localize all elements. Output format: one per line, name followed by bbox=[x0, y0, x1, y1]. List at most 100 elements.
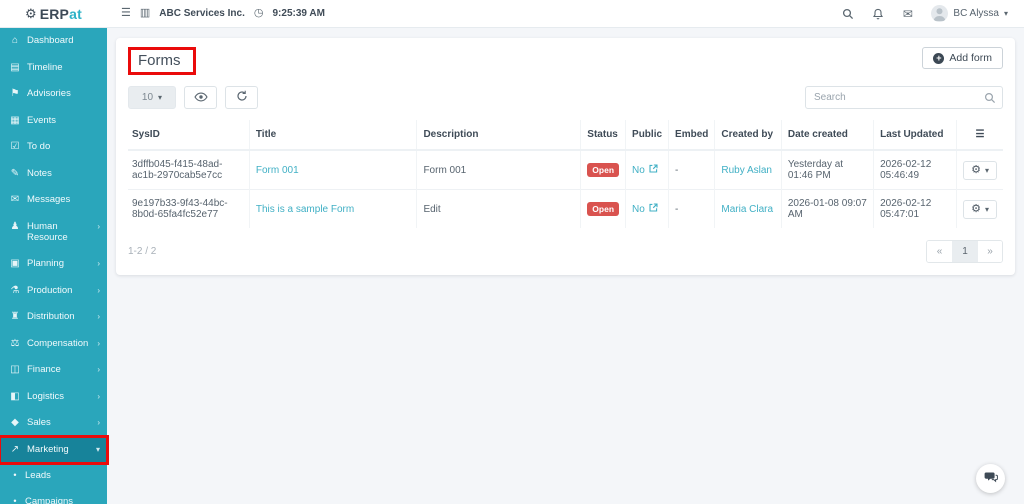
sidebar-item-label: Marketing bbox=[27, 443, 69, 455]
cell-embed: - bbox=[668, 189, 715, 228]
finance-icon: ◫ bbox=[10, 364, 20, 376]
sidebar-item-logistics[interactable]: ◧ Logistics › bbox=[0, 384, 107, 411]
form-title-link[interactable]: This is a sample Form bbox=[255, 203, 355, 215]
sidebar-item-notes[interactable]: ✎ Notes bbox=[0, 161, 107, 188]
topbar: ⚙ ERPat ☰ ▥ ABC Services Inc. ◷ 9:25:39 … bbox=[0, 0, 1024, 28]
sidebar-item-label: Dashboard bbox=[27, 35, 74, 46]
sidebar-item-distribution[interactable]: ♜ Distribution › bbox=[0, 304, 107, 331]
col-header-embed[interactable]: Embed bbox=[668, 120, 715, 151]
created-by-link[interactable]: Ruby Aslan bbox=[721, 164, 772, 176]
external-link-icon[interactable] bbox=[649, 164, 658, 176]
sidebar-item-dashboard[interactable]: ⌂ Dashboard bbox=[0, 28, 107, 55]
sidebar-item-todo[interactable]: ☑ To do bbox=[0, 134, 107, 161]
bullet-icon: • bbox=[13, 496, 17, 504]
gears-icon: ⚙ bbox=[971, 202, 981, 215]
notes-icon: ✎ bbox=[10, 167, 20, 179]
refresh-icon bbox=[236, 90, 248, 105]
col-header-public[interactable]: Public bbox=[625, 120, 669, 151]
sidebar-item-events[interactable]: ▦ Events bbox=[0, 108, 107, 135]
col-header-date-created[interactable]: Date created bbox=[780, 120, 874, 151]
logo-text-primary: ERP bbox=[39, 5, 70, 22]
notifications-bell-icon[interactable] bbox=[871, 7, 884, 20]
add-form-button[interactable]: + Add form bbox=[922, 47, 1003, 69]
sidebar-item-label: Timeline bbox=[27, 61, 63, 73]
sidebar-toggle-icon[interactable]: ☰ bbox=[121, 7, 131, 19]
sidebar-item-finance[interactable]: ◫ Finance › bbox=[0, 357, 107, 384]
external-link-icon[interactable] bbox=[649, 203, 658, 215]
forms-table: SysID Title Description Status Public Em… bbox=[128, 120, 1003, 228]
columns-menu-icon[interactable]: ☰ bbox=[956, 120, 1003, 151]
sidebar-item-leads[interactable]: • Leads bbox=[0, 463, 107, 489]
created-by-link[interactable]: Maria Clara bbox=[721, 203, 774, 215]
refresh-button[interactable] bbox=[225, 86, 258, 109]
sidebar-item-label: Human Resource bbox=[27, 220, 68, 244]
public-link[interactable]: No bbox=[632, 203, 645, 215]
sidebar-item-label: Planning bbox=[27, 258, 64, 270]
sidebar-item-messages[interactable]: ✉ Messages bbox=[0, 187, 107, 214]
table-row: 3dffb045-f415-48ad-ac1b-2970cab5e7cc For… bbox=[128, 149, 1003, 190]
user-caret-icon: ▾ bbox=[1003, 9, 1008, 18]
cell-embed: - bbox=[668, 149, 715, 190]
chevron-right-icon: › bbox=[97, 259, 100, 269]
messages-icon: ✉ bbox=[10, 194, 20, 205]
search-icon bbox=[984, 91, 996, 109]
sidebar-item-marketing[interactable]: ↗ Marketing ▾ bbox=[0, 434, 109, 466]
sidebar-item-sales[interactable]: ◆ Sales › bbox=[0, 410, 107, 437]
cell-description: Edit bbox=[416, 189, 581, 228]
toggle-columns-button[interactable] bbox=[184, 86, 217, 109]
chevron-right-icon: › bbox=[97, 418, 100, 428]
pager: « 1 » bbox=[926, 240, 1003, 263]
sidebar-item-planning[interactable]: ▣ Planning › bbox=[0, 251, 107, 278]
col-header-description[interactable]: Description bbox=[416, 120, 581, 151]
col-header-title[interactable]: Title bbox=[248, 120, 417, 151]
sidebar-item-label: Compensation bbox=[27, 337, 89, 349]
eye-icon bbox=[193, 90, 208, 105]
public-link[interactable]: No bbox=[632, 164, 645, 176]
timeline-icon: ▤ bbox=[10, 61, 20, 73]
pager-next-button[interactable]: » bbox=[977, 241, 1002, 262]
chat-button[interactable] bbox=[976, 464, 1005, 493]
cell-last-updated: 2026-02-12 05:46:49 bbox=[873, 149, 957, 190]
status-badge: Open bbox=[587, 201, 620, 217]
sidebar-item-human-resource[interactable]: ♟ Human Resource › bbox=[0, 214, 107, 252]
page-title: Forms bbox=[128, 47, 196, 75]
sidebar-item-label: Distribution bbox=[27, 311, 75, 323]
chevron-right-icon: › bbox=[97, 391, 100, 401]
marketing-icon: ↗ bbox=[10, 443, 20, 455]
cell-description: Form 001 bbox=[416, 149, 581, 190]
marketing-submenu: • Leads • Campaigns • Forms • Raffle Dra… bbox=[0, 463, 107, 504]
chevron-right-icon: › bbox=[97, 312, 100, 322]
search-icon[interactable] bbox=[841, 7, 854, 20]
col-header-sysid[interactable]: SysID bbox=[128, 120, 250, 151]
sidebar-item-advisories[interactable]: ⚑ Advisories bbox=[0, 81, 107, 108]
status-badge: Open bbox=[587, 162, 620, 178]
chevron-down-icon: ▾ bbox=[984, 165, 989, 175]
chat-bubbles-icon bbox=[984, 470, 998, 488]
clock-icon: ◷ bbox=[253, 7, 264, 19]
table-header-row: SysID Title Description Status Public Em… bbox=[128, 120, 1003, 151]
human-resource-icon: ♟ bbox=[10, 220, 20, 232]
messages-envelope-icon[interactable]: ✉ bbox=[902, 6, 913, 21]
cell-sysid: 3dffb045-f415-48ad-ac1b-2970cab5e7cc bbox=[128, 149, 250, 190]
pager-prev-button[interactable]: « bbox=[927, 241, 952, 262]
col-header-created-by[interactable]: Created by bbox=[714, 120, 782, 151]
page-size-select[interactable]: 10 ▾ bbox=[128, 86, 176, 109]
app-logo[interactable]: ⚙ ERPat bbox=[0, 0, 107, 27]
planning-icon: ▣ bbox=[10, 258, 20, 270]
form-title-link[interactable]: Form 001 bbox=[255, 164, 299, 176]
sidebar-item-production[interactable]: ⚗ Production › bbox=[0, 278, 107, 305]
sidebar-item-campaigns[interactable]: • Campaigns bbox=[0, 489, 107, 504]
search-input[interactable] bbox=[805, 86, 1003, 109]
sidebar-item-timeline[interactable]: ▤ Timeline bbox=[0, 55, 107, 82]
sidebar-item-label: Messages bbox=[27, 194, 71, 205]
add-form-label: Add form bbox=[949, 52, 992, 64]
row-actions-button[interactable]: ⚙ ▾ bbox=[963, 160, 997, 180]
sidebar-item-label: Production bbox=[27, 284, 73, 296]
col-header-last-updated[interactable]: Last Updated bbox=[873, 120, 957, 151]
pager-page-1-button[interactable]: 1 bbox=[952, 241, 977, 262]
table-row: 9e197b33-9f43-44bc-8b0d-65fa4fc52e77 Thi… bbox=[128, 189, 1003, 228]
sidebar-item-compensation[interactable]: ⚖ Compensation › bbox=[0, 331, 107, 358]
row-actions-button[interactable]: ⚙ ▾ bbox=[963, 199, 997, 219]
col-header-status[interactable]: Status bbox=[580, 120, 626, 151]
user-menu[interactable]: BC Alyssa ▾ bbox=[931, 5, 1008, 22]
